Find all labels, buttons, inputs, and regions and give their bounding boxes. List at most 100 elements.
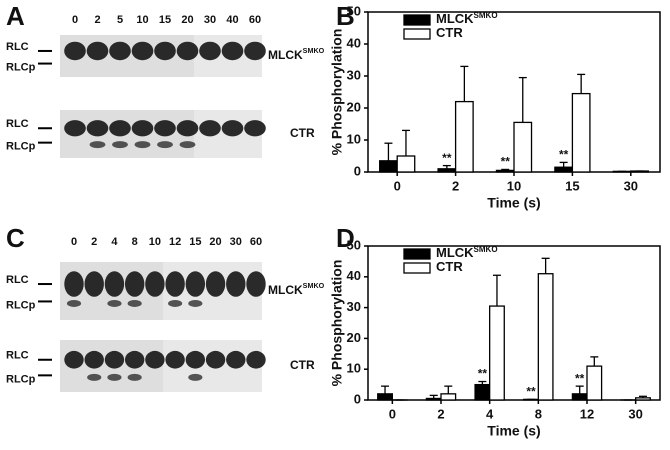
bar [377,393,393,401]
y-tick-label: 20 [347,330,361,345]
x-tick-label: 4 [486,406,494,421]
blot-band [165,350,185,369]
blot-band [64,120,86,137]
blot-band [145,350,165,369]
row-label: RLC [6,118,29,130]
blot-band-p [188,373,203,381]
significance: ** [559,148,569,162]
x-tick-label: 0 [394,178,401,193]
lane-label: 60 [250,236,262,248]
bar [513,121,533,173]
legend-label: CTR [436,259,463,274]
error-bar [575,385,584,394]
lane-label: 20 [181,14,193,26]
panel-letter: A [6,1,25,31]
blot-band [221,120,244,137]
blot-band [104,271,125,297]
bar [425,397,442,401]
blot-band [124,350,145,369]
bar [396,155,416,173]
bar [635,397,651,401]
lane-label: 10 [136,14,148,26]
panel-letter: D [336,223,355,253]
y-tick-label: 10 [347,361,361,376]
significance: ** [442,151,452,165]
blot-band-p [127,299,142,307]
x-tick-label: 15 [565,178,579,193]
y-tick-label: 0 [354,391,361,406]
blot-band [86,120,109,137]
blot-band-p [127,373,142,381]
error-bar [518,76,527,123]
row-label: RLCp [6,373,36,385]
blot-band-p [107,299,122,307]
error-bar [501,168,510,171]
y-tick-label: 0 [354,163,361,178]
blot-band [86,41,109,61]
x-axis-label: Time (s) [487,195,540,211]
lane-label: 2 [94,14,100,26]
blot-band [244,41,266,61]
lane-label: 30 [230,236,242,248]
blot-band-p [168,299,183,307]
lane-label: 30 [204,14,216,26]
legend-swatch [403,262,431,274]
bar [537,273,554,401]
blot-band-p [89,141,106,149]
y-axis-label: % Phosphorylation [329,260,345,387]
error-bar [577,73,586,94]
y-tick-label: 20 [347,99,361,114]
blot-label: MLCKSMKO [268,46,325,62]
legend-name: CTR [436,259,463,274]
blot-band-p [87,373,102,381]
blot-label-main: MLCK [268,48,303,62]
bar [489,305,505,401]
bar [571,92,591,173]
blot-label-main: CTR [290,126,315,140]
y-tick-label: 50 [347,237,361,252]
blot-band-p [188,299,203,307]
blot-band-p [66,299,82,307]
lane-label: 10 [149,236,161,248]
blot-band [124,271,145,297]
lane-label: 20 [209,236,221,248]
blot-band [104,350,125,369]
y-tick-label: 40 [347,35,361,50]
panel-letter: B [336,1,355,31]
bar [571,393,588,401]
legend-label: MLCKSMKO [436,11,498,26]
blot-band [84,350,104,369]
significance: ** [478,367,488,381]
error-bar [638,395,647,398]
blot-band [246,350,266,369]
blot-band [131,120,154,137]
bar [440,393,457,401]
blot-band [226,350,246,369]
error-bar [559,161,568,168]
error-bar [478,380,487,385]
legend-sup: SMKO [474,11,498,20]
legend-name: MLCK [436,11,474,26]
blot-band [154,41,176,61]
error-bar [384,142,393,161]
lane-label: 2 [91,236,97,248]
blot-band [84,271,104,297]
blot-band [64,271,84,297]
blot-band-p [134,141,151,149]
legend-sup: SMKO [474,245,498,254]
y-tick-label: 50 [347,3,361,18]
blot-band [176,120,199,137]
lane-label: 0 [71,236,77,248]
legend-swatch [403,248,431,260]
bar [437,168,457,173]
blot-band [145,271,165,297]
y-tick-label: 30 [347,299,361,314]
blot-band [221,41,244,61]
y-axis-label: % Phosphorylation [329,29,345,156]
blot-band [199,41,221,61]
x-tick-label: 8 [535,406,542,421]
blot-band [205,350,226,369]
y-tick-label: 40 [347,268,361,283]
lane-label: 60 [249,14,261,26]
lane-label: 15 [159,14,171,26]
